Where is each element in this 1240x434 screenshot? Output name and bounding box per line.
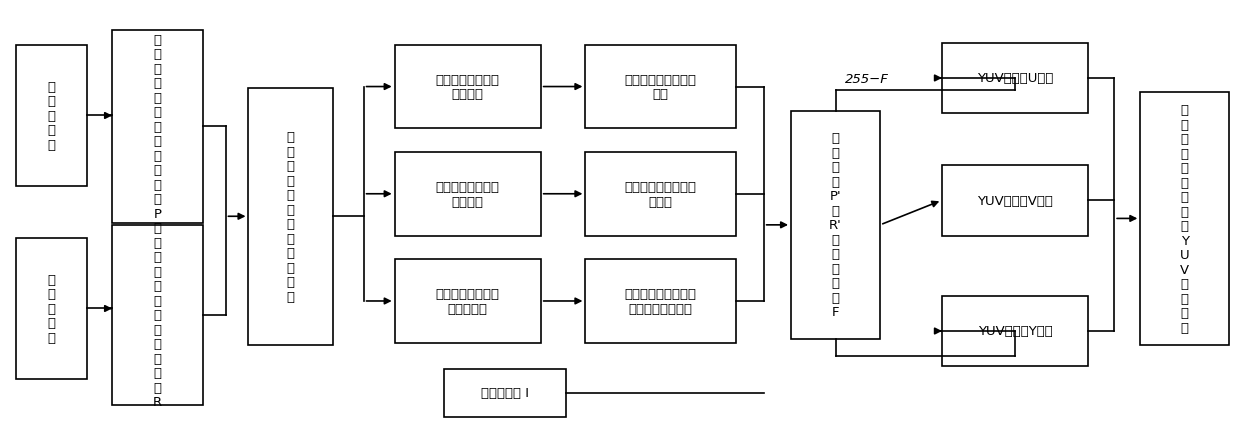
Bar <box>791 112 880 339</box>
Bar <box>585 46 737 129</box>
Text: 255−F: 255−F <box>846 73 889 86</box>
Text: 获
得
红
外
偏
振
图
像
的
Y
U
V
融
合
结
果: 获 得 红 外 偏 振 图 像 的 Y U V 融 合 结 果 <box>1180 104 1189 334</box>
Text: 获
得
图
像
P'
和
R'
的
融
合
结
果
F: 获 得 图 像 P' 和 R' 的 融 合 结 果 F <box>830 132 842 319</box>
Bar <box>585 153 737 236</box>
Text: 基
于
暗
色
理
论
的
多
特
征
分
离: 基 于 暗 色 理 论 的 多 特 征 分 离 <box>286 131 295 303</box>
Text: 特征匹配方法融合的
亮特征: 特征匹配方法融合的 亮特征 <box>625 181 697 208</box>
Text: YUV空间的U通道: YUV空间的U通道 <box>977 72 1053 85</box>
Bar <box>394 46 541 129</box>
Text: 计
算
偏
振
度
图
像
的
独
有
部
分
P: 计 算 偏 振 度 图 像 的 独 有 部 分 P <box>154 33 161 220</box>
Text: YUV空间的Y通道: YUV空间的Y通道 <box>978 325 1053 338</box>
Text: 获得两幅图像各自
的细节特征: 获得两幅图像各自 的细节特征 <box>435 288 500 315</box>
Text: 模糊逻辑和特征差异
驱动融合细节特征: 模糊逻辑和特征差异 驱动融合细节特征 <box>625 288 697 315</box>
Text: 偏
振
度
图
像: 偏 振 度 图 像 <box>47 81 56 151</box>
Text: 总强度图像 I: 总强度图像 I <box>481 387 528 400</box>
Bar <box>1141 93 1229 345</box>
Bar <box>394 153 541 236</box>
Text: 计
算
偏
振
角
图
像
的
独
有
部
分
R: 计 算 偏 振 角 图 像 的 独 有 部 分 R <box>153 222 162 408</box>
Bar <box>942 43 1089 114</box>
Text: 偏
振
角
图
像: 偏 振 角 图 像 <box>47 273 56 344</box>
Bar <box>112 31 202 223</box>
Bar <box>942 296 1089 367</box>
Bar <box>112 225 202 405</box>
Text: 获得两幅图像各自
的暗特征: 获得两幅图像各自 的暗特征 <box>435 181 500 208</box>
Bar <box>585 260 737 343</box>
Text: 获得两幅图像各自
的亮特征: 获得两幅图像各自 的亮特征 <box>435 74 500 101</box>
Bar <box>444 369 565 417</box>
Bar <box>942 165 1089 236</box>
Bar <box>394 260 541 343</box>
Bar <box>16 238 87 379</box>
Bar <box>248 89 332 345</box>
Bar <box>16 46 87 187</box>
Text: YUV空间的V通道: YUV空间的V通道 <box>977 194 1053 207</box>
Text: 特征匹配方法融合亮
特征: 特征匹配方法融合亮 特征 <box>625 74 697 101</box>
